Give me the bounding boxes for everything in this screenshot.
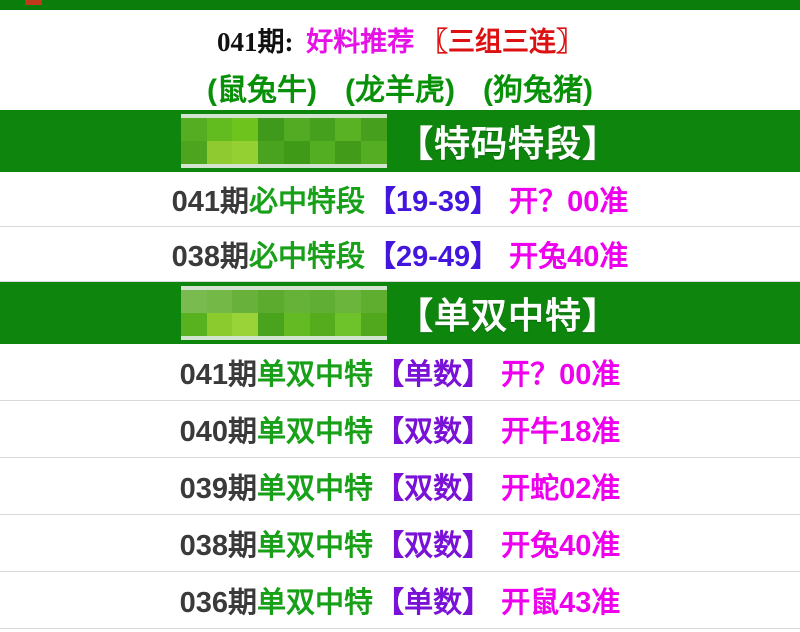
top-bar [0,0,800,10]
tip-row: 038期 必中特段 【29-49】 开兔40准 [0,227,800,282]
row-label: 必中特段 [248,186,365,218]
row-label: 单双中特 [257,587,374,619]
header: 041期: 好料推荐 〖三组三连〗 (鼠兔牛) (龙羊虎) (狗兔猪) [0,10,800,110]
header-issue: 041期: [217,27,294,57]
mosaic-top-strip [180,114,387,118]
row-label: 单双中特 [257,530,374,562]
row-label: 必中特段 [248,241,365,273]
row-pick: 【双数】 [375,416,492,448]
tip-row: 041期 必中特段 【19-39】 开？00准 [0,172,800,227]
row-result: 开蛇02准 [501,473,621,505]
tip-row: 039期 单双中特 【双数】 开蛇02准 [0,458,800,515]
header-promo-bracket: 〖三组三连〗 [421,27,583,57]
banner-title: 【特码特段】 [396,123,619,164]
header-promo: 好料推荐 [306,27,415,57]
mosaic-cells [180,118,387,164]
censored-site-name-mosaic [180,114,387,168]
row-pick: 【单数】 [375,587,492,619]
row-result: 开？00准 [501,359,621,391]
zodiac-group: (狗兔猪) [482,74,593,108]
row-issue: 041期 [179,359,258,391]
row-result: 开鼠43准 [501,587,621,619]
mosaic-bottom-strip [180,336,387,340]
tip-row: 036期 单双中特 【单数】 开鼠43准 [0,572,800,629]
row-result: 开兔40准 [501,530,621,562]
censored-site-name-mosaic [180,286,387,340]
row-pick: 【单数】 [375,359,492,391]
row-result: 开牛18准 [501,416,621,448]
row-pick: 【29-49】 [366,241,500,273]
row-issue: 040期 [179,416,258,448]
header-title: 041期: 好料推荐 〖三组三连〗 [0,27,800,58]
row-issue: 039期 [179,473,258,505]
row-issue: 038期 [171,241,249,273]
row-label: 单双中特 [257,416,374,448]
row-pick: 【19-39】 [366,186,500,218]
row-pick: 【双数】 [375,473,492,505]
banner-title: 【单双中特】 [396,295,619,336]
row-issue: 036期 [179,587,258,619]
header-zodiac-groups: (鼠兔牛) (龙羊虎) (狗兔猪) [0,65,800,109]
row-result: 开兔40准 [509,241,629,273]
zodiac-group: (龙羊虎) [345,74,455,108]
tip-row: 040期 单双中特 【双数】 开牛18准 [0,401,800,458]
row-label: 单双中特 [257,359,374,391]
row-issue: 041期 [171,186,249,218]
row-pick: 【双数】 [375,530,492,562]
mosaic-bottom-strip [180,164,387,168]
row-label: 单双中特 [257,473,374,505]
banner-odd-even: 【单双中特】 [0,282,800,344]
row-issue: 038期 [179,530,258,562]
mosaic-top-strip [180,286,387,290]
top-left-red-mark [25,0,42,5]
row-result: 开？00准 [509,186,629,218]
tip-row: 038期 单双中特 【双数】 开兔40准 [0,515,800,572]
tip-row: 041期 单双中特 【单数】 开？00准 [0,344,800,401]
mosaic-cells [180,290,387,336]
zodiac-group: (鼠兔牛) [207,74,317,108]
banner-special-segment: 【特码特段】 [0,110,800,172]
